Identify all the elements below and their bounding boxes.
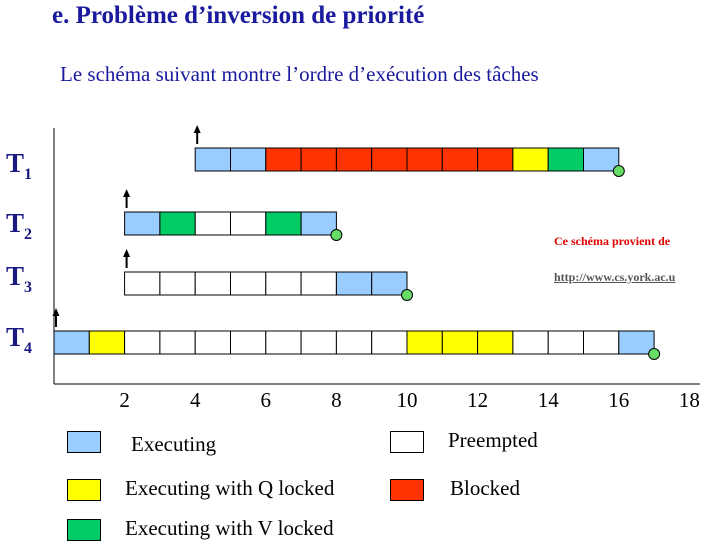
task-1-slot-3 — [265, 147, 302, 172]
task-3-arrival-arrow-head — [123, 249, 131, 257]
task-3-slot-6 — [300, 271, 337, 296]
task-4-slot-14 — [512, 330, 549, 355]
task-1-arrival-arrow-head — [193, 125, 201, 133]
task-4-slot-17 — [618, 330, 655, 355]
x-tick-label: 18 — [678, 388, 700, 412]
task-4-slot-13 — [477, 330, 514, 355]
legend-label-executing: Executing — [131, 432, 217, 456]
task-3-slot-3 — [194, 271, 231, 296]
legend-label-q-locked: Executing with Q locked — [125, 476, 335, 500]
page-subtitle: Le schéma suivant montre l’ordre d’exécu… — [60, 62, 539, 86]
task-1-slot-12 — [583, 147, 620, 172]
task-2-slot-2 — [159, 211, 196, 236]
task-3-finish-marker — [401, 289, 413, 301]
gantt-chart — [52, 125, 700, 385]
source-link[interactable]: http://www.cs.york.ac.u — [554, 270, 676, 284]
page-title: e. Problème d’inversion de priorité — [52, 2, 425, 29]
task-4-slot-3 — [124, 330, 161, 355]
task-2-arrival-arrow-head — [123, 189, 131, 197]
task-4-slot-1 — [53, 330, 90, 355]
task-2-slot-5 — [265, 211, 302, 236]
task-3-slot-8 — [371, 271, 408, 296]
task-3-slot-2 — [159, 271, 196, 296]
task-label-t3: T3 — [6, 261, 33, 296]
task-2-slot-6 — [300, 211, 337, 236]
task-1-slot-1 — [194, 147, 231, 172]
task-4-slot-6 — [230, 330, 267, 355]
task-1-finish-marker — [612, 165, 625, 177]
task-3-slot-1 — [124, 271, 161, 296]
task-2-finish-marker — [330, 229, 343, 241]
task-label-t2: T2 — [6, 208, 33, 243]
task-1-slot-6 — [371, 147, 408, 172]
task-4-slot-12 — [441, 330, 479, 355]
x-tick-label: 10 — [396, 388, 418, 412]
task-1-slot-5 — [335, 147, 373, 172]
legend-label-preempted: Preempted — [448, 428, 538, 452]
x-tick-label: 16 — [608, 388, 630, 412]
task-4-slot-8 — [300, 330, 337, 355]
task-4-slot-4 — [159, 330, 196, 355]
task-2-slot-3 — [194, 211, 231, 236]
legend-swatch-blocked — [390, 479, 424, 501]
task-1-slot-7 — [406, 147, 443, 172]
task-4-slot-9 — [335, 330, 373, 355]
task-4-slot-11 — [406, 330, 443, 355]
x-tick-label: 2 — [119, 388, 130, 412]
legend-swatch-executing — [67, 431, 101, 453]
x-tick-label: 12 — [467, 388, 489, 412]
source-note: Ce schéma provient de — [554, 234, 671, 248]
x-tick-label: 14 — [537, 388, 559, 412]
task-1-slot-2 — [230, 147, 267, 172]
task-3-slot-5 — [265, 271, 302, 296]
legend-swatch-q-locked — [67, 479, 101, 501]
task-label-t4: T4 — [6, 322, 33, 357]
x-tick-label: 4 — [189, 388, 201, 412]
task-label-t1: T1 — [6, 148, 33, 183]
task-3-slot-7 — [335, 271, 373, 296]
task-4-slot-15 — [547, 330, 585, 355]
legend-swatch-preempted — [390, 431, 424, 453]
task-4-slot-5 — [194, 330, 231, 355]
legend-label-blocked: Blocked — [450, 476, 520, 500]
task-4-slot-16 — [583, 330, 620, 355]
task-4-arrival-arrow-head — [52, 308, 60, 316]
task-4-finish-marker — [648, 348, 661, 360]
x-tick-label: 8 — [331, 388, 342, 412]
task-1-slot-10 — [512, 147, 549, 172]
legend-swatch-v-locked — [67, 519, 101, 541]
task-1-slot-9 — [477, 147, 514, 172]
x-tick-label: 6 — [260, 388, 272, 412]
task-4-slot-7 — [265, 330, 302, 355]
task-1-slot-11 — [547, 147, 585, 172]
task-1-slot-8 — [441, 147, 479, 172]
task-4-slot-10 — [371, 330, 408, 355]
task-1-slot-4 — [300, 147, 337, 172]
task-2-slot-1 — [124, 211, 161, 236]
task-2-slot-4 — [230, 211, 267, 236]
task-3-slot-4 — [230, 271, 267, 296]
legend-label-v-locked: Executing with V locked — [125, 516, 334, 540]
task-4-slot-2 — [88, 330, 126, 355]
